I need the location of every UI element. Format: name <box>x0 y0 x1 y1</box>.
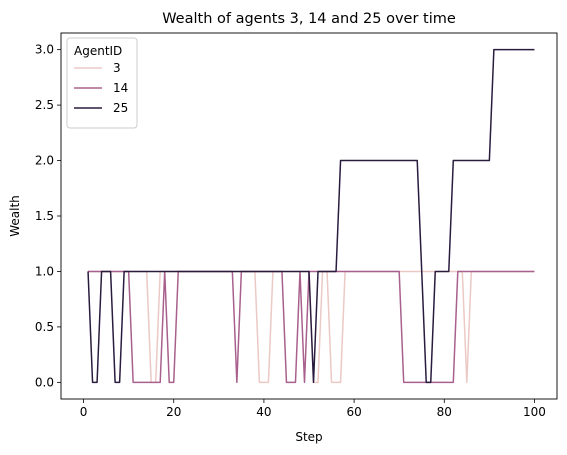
legend-label-14: 14 <box>113 81 128 95</box>
x-tick-label: 40 <box>256 405 271 419</box>
legend-label-3: 3 <box>113 61 121 75</box>
y-tick-label: 0.0 <box>35 375 54 389</box>
y-axis: 0.0 0.5 1.0 1.5 2.0 2.5 3.0 <box>35 43 61 389</box>
series-line-25 <box>87 48 535 384</box>
legend-title: AgentID <box>74 44 122 58</box>
y-tick-label: 3.0 <box>35 43 54 57</box>
x-tick-label: 80 <box>437 405 452 419</box>
y-axis-label: Wealth <box>8 195 22 237</box>
x-tick-label: 100 <box>523 405 546 419</box>
y-tick-label: 2.0 <box>35 154 54 168</box>
x-axis: 0 20 40 60 80 100 <box>80 399 546 419</box>
x-tick-label: 60 <box>346 405 361 419</box>
legend: AgentID 3 14 25 <box>66 37 138 129</box>
y-tick-label: 1.5 <box>35 209 54 223</box>
y-tick-label: 0.5 <box>35 320 54 334</box>
x-tick-label: 20 <box>166 405 181 419</box>
x-axis-label: Step <box>295 430 322 444</box>
legend-label-25: 25 <box>113 101 128 115</box>
plot-lines <box>87 48 535 384</box>
series-line-14 <box>88 270 535 384</box>
y-tick-label: 1.0 <box>35 264 54 278</box>
x-tick-label: 0 <box>80 405 88 419</box>
y-tick-label: 2.5 <box>35 98 54 112</box>
legend-box <box>66 37 138 129</box>
chart-title: Wealth of agents 3, 14 and 25 over time <box>162 11 456 27</box>
